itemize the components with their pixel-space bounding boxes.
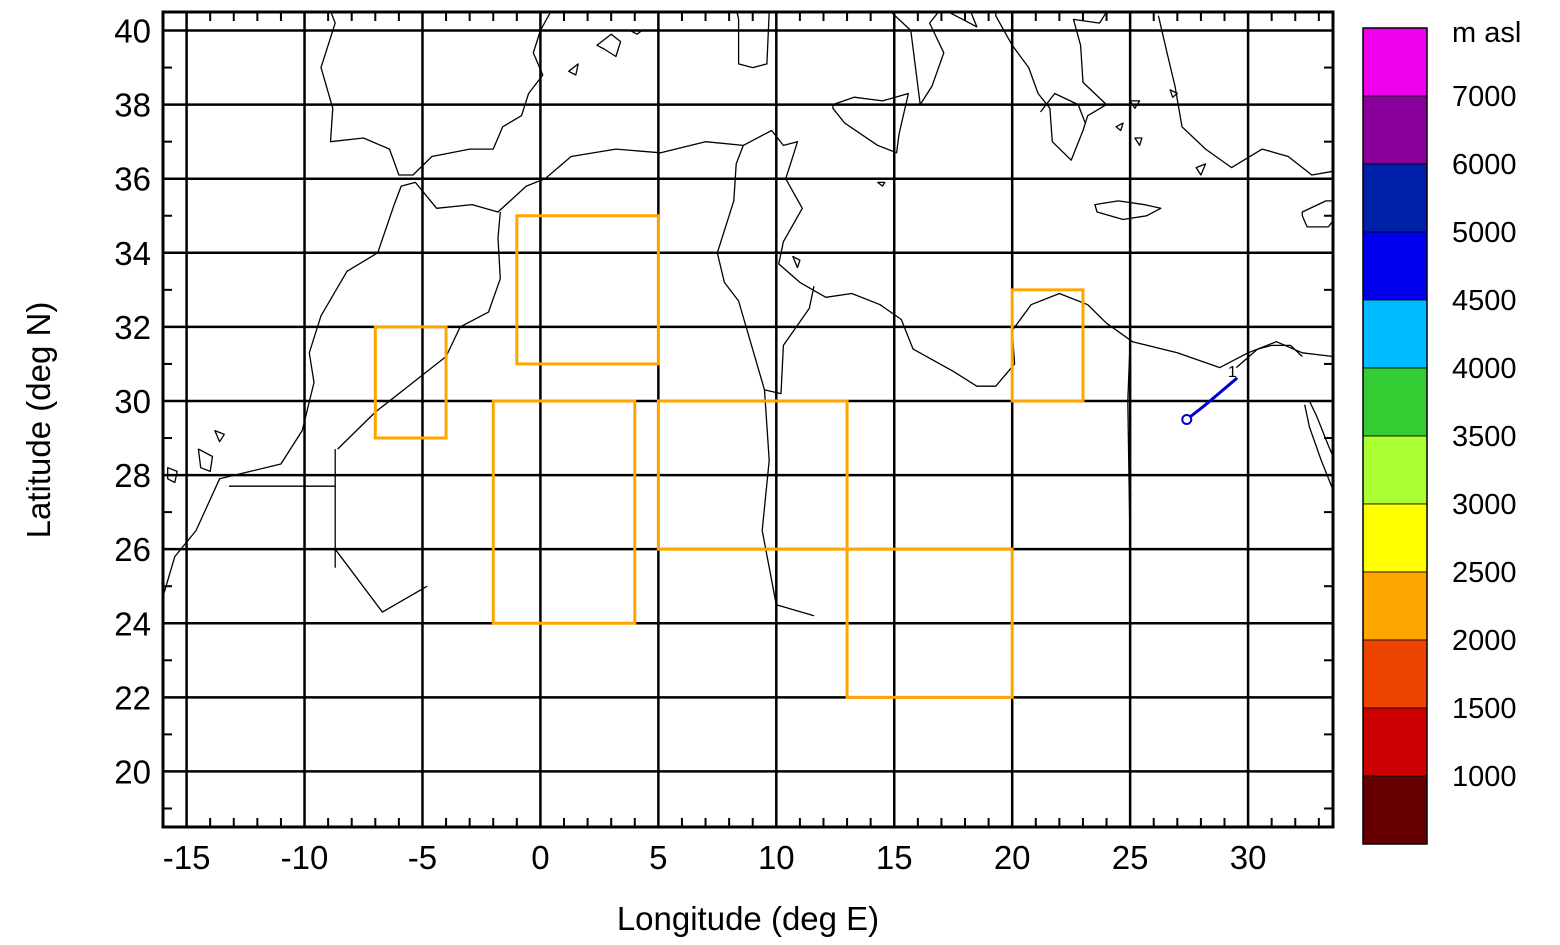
region-box: [845, 547, 1014, 699]
canary-fuerteventura: [197, 448, 214, 473]
region-box: [515, 214, 660, 366]
x-tick-label: 0: [531, 839, 549, 876]
colorbar-segment: [1362, 299, 1428, 369]
x-axis-title: Longitude (deg E): [617, 900, 879, 937]
y-axis-title: Latitude (deg N): [20, 302, 57, 539]
aegean-island-1: [1134, 137, 1143, 147]
tunisia-djerba: [792, 255, 801, 269]
colorbar-label: 7000: [1452, 81, 1517, 113]
x-tick-labels: -15 -10 -5 0 5 10 15 20 25 30: [163, 839, 1267, 876]
y-tick-label: 34: [114, 235, 151, 272]
africa-north-coast: [163, 129, 1333, 599]
aegean-island-5: [1115, 122, 1124, 132]
border-algeria-libya: [761, 389, 815, 617]
trajectory-line: [1185, 377, 1238, 421]
colorbar-label: 1000: [1452, 761, 1517, 793]
x-tick-label: 15: [876, 839, 913, 876]
canary-lanzarote: [214, 429, 225, 443]
crete-coast: [1094, 200, 1162, 221]
border-algeria-tunisia: [716, 145, 766, 391]
grid-lines: [163, 12, 1333, 827]
trajectory-start-label: 1: [1228, 364, 1237, 381]
colorbar-segment: [1362, 571, 1428, 641]
nile-delta-coast: [1235, 344, 1303, 369]
turkey-coast: [1157, 15, 1333, 176]
trajectory: 1: [1181, 364, 1238, 425]
y-tick-label: 40: [114, 13, 151, 50]
border-morocco-algeria: [337, 211, 501, 450]
y-tick-label: 22: [114, 679, 151, 716]
colorbar-label: 3500: [1452, 421, 1517, 453]
iberia-coast: [320, 12, 552, 176]
colorbar-label: 1500: [1452, 693, 1517, 725]
y-tick-label: 30: [114, 383, 151, 420]
italy-coast: [890, 12, 978, 106]
colorbar-segment: [1362, 639, 1428, 709]
colorbar-label: 2000: [1452, 625, 1517, 657]
y-tick-labels: 20 22 24 26 28 30 32 34 36 38 40: [114, 13, 151, 791]
border-western-sahara: [229, 485, 336, 568]
colorbar-label: 4000: [1452, 353, 1517, 385]
colorbar-segment: [1362, 503, 1428, 573]
x-tick-label: -15: [163, 839, 211, 876]
y-tick-label: 38: [114, 87, 151, 124]
region-boxes: [373, 214, 1085, 699]
red-sea-coast: [1332, 504, 1333, 508]
x-tick-label: -10: [281, 839, 329, 876]
x-tick-label: 10: [758, 839, 795, 876]
cyprus-coast: [1301, 200, 1333, 228]
colorbar-segment: [1362, 435, 1428, 505]
x-tick-label: 25: [1112, 839, 1149, 876]
trajectory-end-marker: [1181, 414, 1193, 425]
balearic-mallorca: [596, 33, 622, 58]
sardinia-coast: [736, 12, 770, 69]
colorbar-border: [1362, 27, 1428, 845]
y-tick-label: 24: [114, 605, 151, 642]
colorbar-label: 6000: [1452, 149, 1517, 181]
colorbar-segment: [1362, 27, 1428, 97]
colorbar-label: 4500: [1452, 285, 1517, 317]
region-box: [373, 325, 448, 440]
x-tick-label: 20: [994, 839, 1031, 876]
colorbar-segment: [1362, 163, 1428, 233]
y-tick-label: 26: [114, 531, 151, 568]
plot-border: [161, 10, 1335, 829]
region-box: [656, 399, 849, 551]
border-mauritania: [334, 548, 428, 613]
region-box: [491, 399, 637, 625]
colorbar-segment: [1362, 95, 1428, 165]
y-tick-label: 36: [114, 161, 151, 198]
x-tick-label: -5: [408, 839, 437, 876]
peloponnese-detail: [1039, 92, 1086, 124]
aegean-island-4: [1195, 163, 1207, 176]
colorbar-label: 2500: [1452, 557, 1517, 589]
sicily-coast: [832, 92, 910, 154]
plot-frame: [161, 10, 1335, 829]
y-tick-label: 28: [114, 457, 151, 494]
border-tunisia-libya: [764, 285, 815, 395]
canary-lapalma: [116, 445, 123, 456]
x-tick-label: 30: [1230, 839, 1267, 876]
gulf-of-suez: [1308, 400, 1333, 457]
y-tick-label: 32: [114, 309, 151, 346]
colorbar-label: 3000: [1452, 489, 1517, 521]
balkan-coast: [995, 12, 1108, 161]
y-tick-label: 20: [114, 753, 151, 790]
coastlines: [116, 12, 1333, 698]
colorbar-segment: [1362, 367, 1428, 437]
colorbar-segment: [1362, 775, 1428, 845]
colorbar-segment: [1362, 707, 1428, 777]
colorbar-segment: [1362, 231, 1428, 301]
colorbar-label: 5000: [1452, 217, 1517, 249]
region-box: [1010, 288, 1085, 403]
aegean-island-2: [1169, 89, 1178, 98]
x-tick-label: 5: [649, 839, 667, 876]
balearic-ibiza: [568, 63, 579, 76]
malta: [877, 181, 886, 187]
colorbar-unit-label: m asl: [1452, 17, 1521, 49]
colorbar: 7000 6000 5000 4500 4000 3500 3000 2500 2000 1500…: [1362, 27, 1517, 845]
